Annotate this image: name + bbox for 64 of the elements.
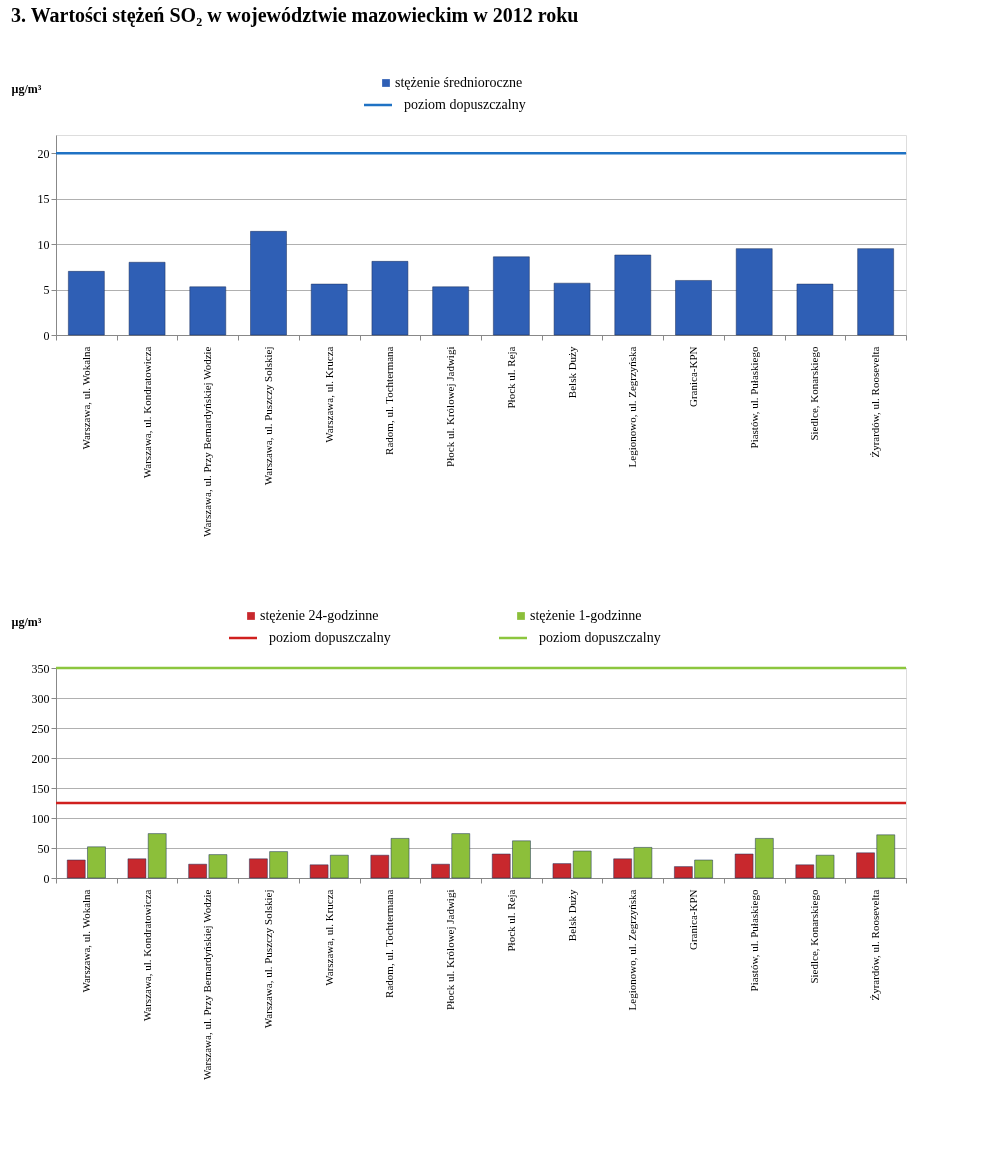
bar: [493, 256, 530, 336]
bar: [371, 261, 409, 336]
x-tick-label: Warszawa, ul. Krucza: [322, 889, 335, 986]
x-tick-label: Radom, ul. Tochtermana: [383, 346, 396, 455]
x-tick-label: Piastów, ul. Pułaskiego: [747, 889, 760, 992]
x-tick-label: Siedlce, Konarskiego: [808, 889, 821, 984]
x-tick-label: Piastów, ul. Pułaskiego: [747, 346, 760, 449]
bar: [250, 231, 287, 336]
bar: [796, 283, 834, 336]
legend-label: poziom dopuszczalny: [269, 630, 391, 645]
bar: [128, 262, 166, 336]
y-tick-label: 15: [37, 192, 50, 207]
x-tick-label: Płock ul. Reja: [504, 889, 517, 952]
y-axis-title: µg/m³: [11, 81, 42, 96]
x-tick-label: Żyrardów, ul. Roosevelta: [869, 889, 882, 1001]
x-tick-label: Warszawa, ul. Wokalna: [79, 346, 92, 450]
legend-label: stężenie 1-godzinne: [530, 608, 642, 623]
legend-label: stężenie 24-godzinne: [260, 608, 379, 623]
legend-label: poziom dopuszczalny: [404, 97, 526, 112]
x-tick-label: Warszawa, ul. Kondratowicza: [140, 889, 153, 1022]
x-tick-label: Radom, ul. Tochtermana: [383, 889, 396, 998]
bar: [735, 248, 773, 336]
x-tick-label: Żyrardów, ul. Roosevelta: [869, 346, 882, 458]
y-tick-label: 0: [43, 328, 50, 343]
bar: [553, 282, 591, 336]
x-tick-label: Granica-KPN: [687, 346, 699, 407]
x-tick-label: Siedlce, Konarskiego: [808, 346, 821, 441]
y-tick-label: 250: [31, 721, 50, 736]
bar: [614, 254, 652, 336]
bar: [675, 280, 712, 336]
x-tick-label: Warszawa, ul. Puszczy Solskiej: [262, 346, 274, 486]
x-tick-label: Legionowo, ul. Zegrzyńska: [626, 889, 639, 1011]
bar: [432, 286, 469, 336]
x-tick-label: Belsk Duży: [565, 889, 578, 942]
y-tick-label: 5: [43, 283, 50, 298]
x-tick-label: Belsk Duży: [565, 346, 578, 399]
y-tick-label: 300: [31, 691, 50, 706]
x-tick-label: Płock ul. Reja: [504, 346, 517, 409]
x-tick-label: Płock ul. Królowej Jadwigi: [444, 889, 457, 1010]
y-tick-label: 100: [31, 811, 50, 826]
y-tick-label: 150: [31, 781, 50, 796]
y-tick-label: 350: [31, 661, 50, 676]
x-tick-label: Warszawa, ul. Krucza: [322, 346, 335, 443]
x-tick-label: Warszawa, ul. Przy Bernardyńskiej Wodzie: [201, 346, 214, 537]
bar: [68, 271, 105, 336]
y-axis-title: µg/m³: [11, 614, 42, 629]
y-tick-label: 50: [37, 841, 50, 856]
x-tick-label: Warszawa, ul. Przy Bernardyńskiej Wodzie: [201, 889, 214, 1080]
legend-label: poziom dopuszczalny: [539, 630, 661, 645]
chart-title: 3. Wartości stężeń SO₂ w województwie mazowieckim w 2012 roku: [11, 4, 579, 27]
x-tick-label: Płock ul. Królowej Jadwigi: [444, 346, 457, 467]
legend-label: stężenie średnioroczne: [395, 75, 523, 90]
bar: [189, 286, 227, 336]
x-tick-label: Warszawa, ul. Wokalna: [79, 889, 92, 993]
bar: [857, 248, 894, 336]
x-tick-label: Granica-KPN: [687, 889, 699, 950]
y-tick-label: 10: [37, 237, 50, 252]
x-tick-label: Warszawa, ul. Puszczy Solskiej: [262, 889, 274, 1029]
x-tick-label: Warszawa, ul. Kondratowicza: [140, 346, 153, 479]
bar: [310, 283, 348, 336]
y-tick-label: 0: [43, 871, 50, 886]
y-tick-label: 200: [31, 751, 50, 766]
x-tick-label: Legionowo, ul. Zegrzyńska: [626, 346, 639, 468]
y-tick-label: 20: [37, 146, 50, 161]
